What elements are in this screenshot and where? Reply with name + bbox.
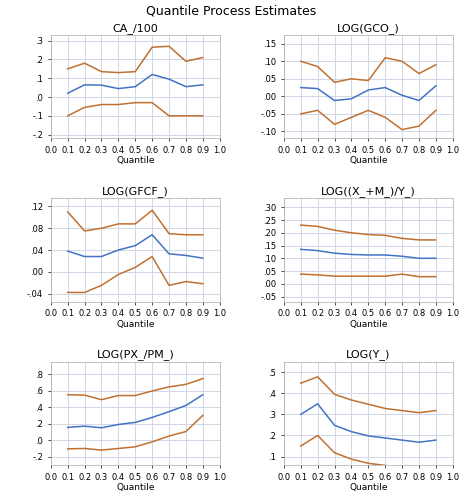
Title: LOG(Y_): LOG(Y_) <box>346 350 390 360</box>
X-axis label: Quantile: Quantile <box>116 156 154 166</box>
Title: CA_/100: CA_/100 <box>112 23 158 34</box>
X-axis label: Quantile: Quantile <box>349 320 388 328</box>
Title: LOG((X_+M_)/Y_): LOG((X_+M_)/Y_) <box>321 186 416 197</box>
Title: LOG(GFCF_): LOG(GFCF_) <box>102 186 169 197</box>
X-axis label: Quantile: Quantile <box>349 156 388 166</box>
Text: Quantile Process Estimates: Quantile Process Estimates <box>146 5 316 18</box>
Title: LOG(PX_/PM_): LOG(PX_/PM_) <box>97 350 174 360</box>
X-axis label: Quantile: Quantile <box>116 483 154 492</box>
X-axis label: Quantile: Quantile <box>116 320 154 328</box>
X-axis label: Quantile: Quantile <box>349 483 388 492</box>
Title: LOG(GCO_): LOG(GCO_) <box>337 23 400 34</box>
